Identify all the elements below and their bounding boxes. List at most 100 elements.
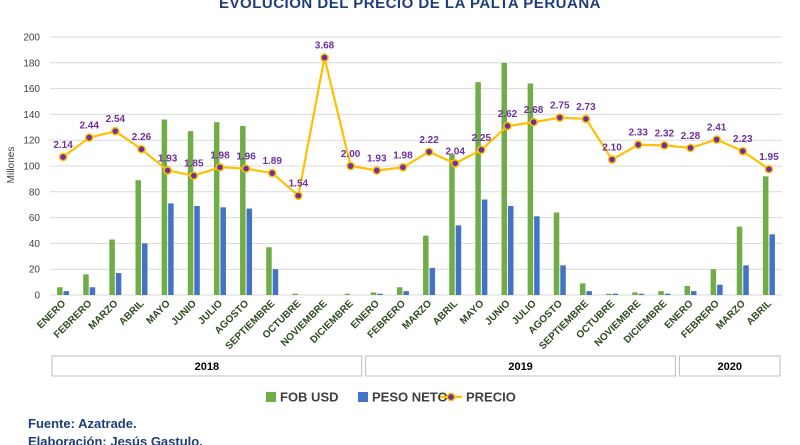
legend-precio-marker bbox=[446, 392, 456, 402]
price-point bbox=[607, 155, 617, 164]
y-tick-label: 20 bbox=[29, 265, 41, 276]
bar-peso-neto bbox=[743, 265, 749, 295]
price-point bbox=[189, 171, 199, 181]
bar-fob-usd bbox=[109, 239, 115, 295]
y-axis-ticks: 0 20 40 60 80 100 120 140 160 180 200 bbox=[23, 33, 40, 302]
bar-fob-usd bbox=[423, 235, 429, 295]
bar-fob-usd bbox=[213, 122, 220, 295]
bar-fob-usd bbox=[240, 126, 246, 295]
y-tick-label: 80 bbox=[29, 187, 41, 198]
price-point bbox=[529, 117, 538, 127]
y-tick-label: 120 bbox=[23, 136, 40, 147]
bar-peso-neto bbox=[638, 293, 645, 295]
price-data-label: 2.32 bbox=[655, 128, 675, 139]
bar-fob-usd bbox=[187, 131, 194, 295]
x-tick-label: MAYO bbox=[458, 298, 486, 326]
price-point bbox=[764, 164, 774, 174]
bar-peso-neto bbox=[63, 291, 70, 295]
bar-peso-neto bbox=[194, 205, 200, 295]
price-point bbox=[267, 168, 277, 178]
price-data-label: 1.95 bbox=[759, 152, 779, 163]
author-note: Elaboración: Jesús Gastulo. bbox=[28, 434, 203, 445]
price-point bbox=[294, 191, 303, 201]
price-point bbox=[503, 121, 512, 131]
price-point bbox=[111, 126, 120, 136]
price-data-label: 2.10 bbox=[602, 143, 622, 154]
bar-peso-neto bbox=[612, 293, 619, 295]
price-point bbox=[450, 159, 460, 168]
y-tick-label: 140 bbox=[23, 110, 40, 121]
bar-peso-neto bbox=[142, 243, 148, 295]
price-data-label: 1.93 bbox=[158, 154, 178, 165]
price-data-label: 2.75 bbox=[550, 101, 570, 112]
price-data-label: 3.68 bbox=[315, 41, 335, 52]
price-point bbox=[712, 135, 721, 144]
bar-fob-usd bbox=[632, 292, 638, 295]
price-point bbox=[398, 162, 408, 172]
price-point bbox=[424, 147, 434, 157]
bar-peso-neto bbox=[534, 216, 540, 295]
legend-fob-usd-label: FOB USD bbox=[280, 390, 339, 405]
x-axis-ticks: ENEROFEBREROMARZOABRILMAYOJUNIOJULIOAGOS… bbox=[35, 298, 774, 352]
price-data-label: 2.44 bbox=[79, 121, 99, 132]
y-tick-label: 100 bbox=[23, 162, 40, 173]
gridlines bbox=[50, 36, 782, 296]
bar-peso-neto bbox=[691, 291, 697, 295]
price-data-label: 1.98 bbox=[210, 150, 230, 161]
y-tick-label: 60 bbox=[29, 213, 41, 224]
price-data-label: 1.54 bbox=[289, 179, 309, 190]
price-data-label: 2.68 bbox=[524, 105, 544, 116]
price-data-label: 2.33 bbox=[628, 128, 648, 139]
chart-title: EVOLUCIÓN DEL PRECIO DE LA PALTA PERUANA bbox=[219, 0, 601, 12]
bar-peso-neto bbox=[246, 208, 253, 295]
year-label: 2020 bbox=[717, 361, 741, 373]
bar-peso-neto bbox=[769, 234, 775, 295]
y-tick-label: 200 bbox=[23, 33, 40, 44]
price-point bbox=[137, 144, 146, 154]
price-point bbox=[581, 114, 591, 124]
bar-fob-usd bbox=[527, 83, 534, 295]
bar-peso-neto bbox=[664, 293, 671, 295]
x-tick-label: MARZO bbox=[714, 298, 748, 332]
price-point bbox=[738, 146, 748, 156]
bar-peso-neto bbox=[586, 291, 592, 295]
price-point bbox=[660, 141, 669, 150]
price-point bbox=[633, 140, 643, 150]
price-data-label: 2.04 bbox=[445, 146, 465, 157]
price-data-label: 2.26 bbox=[132, 132, 152, 143]
bar-fob-usd bbox=[606, 293, 612, 295]
price-point bbox=[84, 133, 94, 142]
x-tick-label: JUNIO bbox=[170, 298, 200, 328]
bar-fob-usd bbox=[553, 212, 560, 295]
price-point bbox=[241, 164, 251, 173]
bar-fob-usd bbox=[475, 82, 481, 296]
year-label: 2019 bbox=[508, 361, 532, 373]
legend-peso-neto-label: PESO NETO bbox=[372, 390, 448, 405]
price-series-line bbox=[62, 57, 770, 198]
price-data-label: 2.23 bbox=[733, 134, 753, 145]
bar-peso-neto bbox=[168, 203, 174, 295]
year-label: 2018 bbox=[195, 361, 219, 373]
price-point bbox=[346, 161, 355, 171]
bar-peso-neto bbox=[89, 287, 96, 295]
legend-precio-label: PRECIO bbox=[466, 390, 516, 405]
price-point bbox=[58, 152, 68, 162]
year-group-box bbox=[678, 355, 781, 377]
price-data-label: 1.98 bbox=[393, 150, 413, 161]
y-axis-label: Millones bbox=[6, 147, 17, 184]
price-data-label: 2.73 bbox=[576, 102, 596, 113]
price-data-label: 2.00 bbox=[341, 149, 361, 160]
price-data-label: 2.22 bbox=[419, 135, 439, 146]
x-tick-label: MARZO bbox=[87, 298, 121, 332]
bar-peso-neto bbox=[377, 293, 383, 295]
legend: FOB USD PESO NETO PRECIO bbox=[266, 390, 516, 405]
price-point bbox=[686, 143, 695, 153]
price-data-label: 2.41 bbox=[707, 123, 727, 134]
price-data-label: 1.96 bbox=[236, 152, 256, 163]
bar-fob-usd bbox=[344, 293, 351, 295]
bar-fob-usd bbox=[161, 119, 168, 295]
x-tick-label: ABRIL bbox=[745, 298, 774, 327]
bar-fob-usd bbox=[135, 180, 141, 295]
price-point bbox=[215, 162, 225, 172]
bar-fob-usd bbox=[684, 285, 690, 295]
